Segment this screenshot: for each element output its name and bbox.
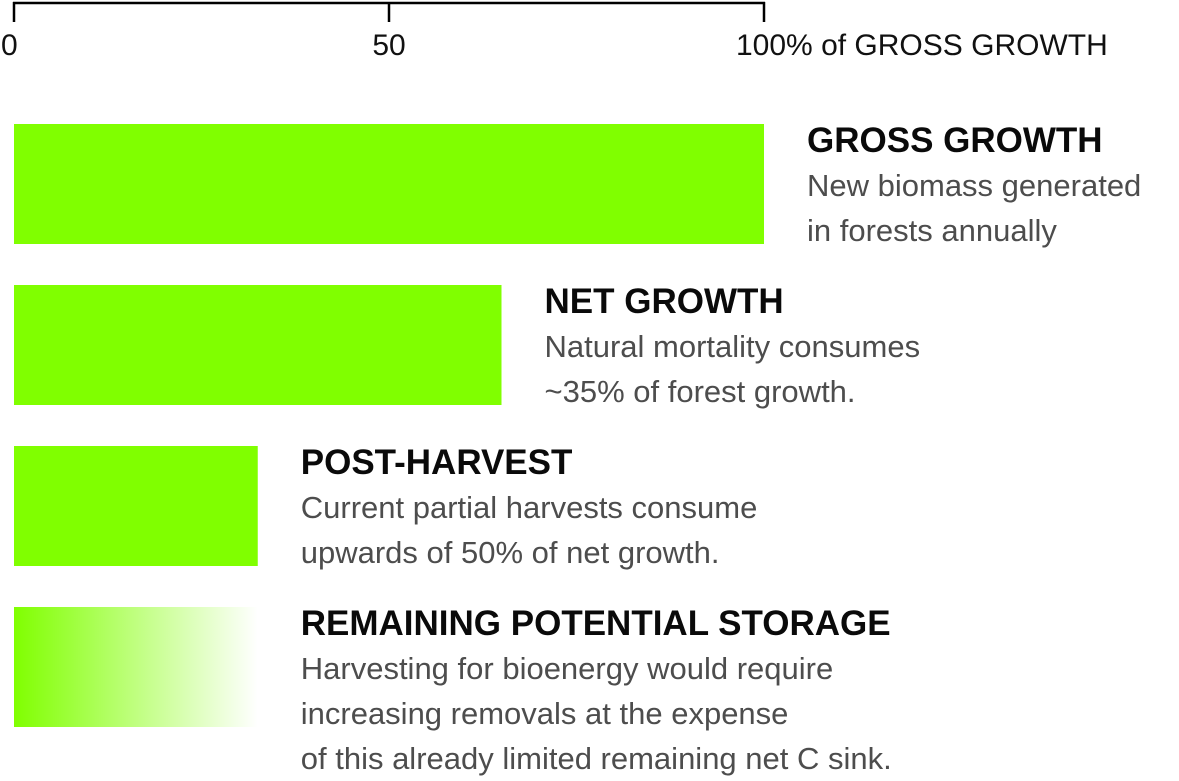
bar-description-line: in forests annually bbox=[807, 213, 1057, 248]
bar-description-line: increasing removals at the expense bbox=[300, 696, 789, 731]
bar-title-gross-growth: GROSS GROWTH bbox=[807, 121, 1103, 160]
bar-post-harvest bbox=[14, 446, 258, 566]
bar-description-line: Natural mortality consumes bbox=[544, 329, 921, 364]
x-axis-tick-label: 100% of GROSS GROWTH bbox=[736, 29, 1108, 62]
bar-description-line: upwards of 50% of net growth. bbox=[300, 535, 720, 570]
x-axis: 0 50 100% of GROSS GROWTH bbox=[1, 1, 1108, 62]
bar-description-remaining-potential-storage: Harvesting for bioenergy would require in… bbox=[301, 646, 892, 781]
bar-description-net-growth: Natural mortality consumes ~35% of forest… bbox=[545, 324, 921, 414]
x-axis-tick-label: 0 bbox=[1, 29, 18, 62]
bar-description-line: Current partial harvests consume bbox=[300, 490, 758, 525]
bar-title-remaining-potential-storage: REMAINING POTENTIAL STORAGE bbox=[300, 604, 891, 643]
bar-title-post-harvest: POST-HARVEST bbox=[300, 443, 573, 482]
bar-description-line: ~35% of forest growth. bbox=[544, 374, 856, 409]
bar-description-gross-growth: New biomass generated in forests annually bbox=[807, 163, 1141, 253]
bar-description-line: New biomass generated bbox=[807, 168, 1142, 203]
bars-group bbox=[14, 124, 764, 727]
bar-gross-growth bbox=[14, 124, 764, 244]
bar-net-growth bbox=[14, 285, 502, 405]
bar-remaining-potential-storage bbox=[14, 607, 258, 727]
bar-description-post-harvest: Current partial harvests consume upwards … bbox=[301, 485, 758, 575]
bar-description-line: of this already limited remaining net C … bbox=[300, 741, 892, 776]
bar-description-line: Harvesting for bioenergy would require bbox=[300, 651, 834, 686]
bar-title-net-growth: NET GROWTH bbox=[544, 282, 784, 321]
x-axis-tick-label: 50 bbox=[372, 29, 405, 62]
